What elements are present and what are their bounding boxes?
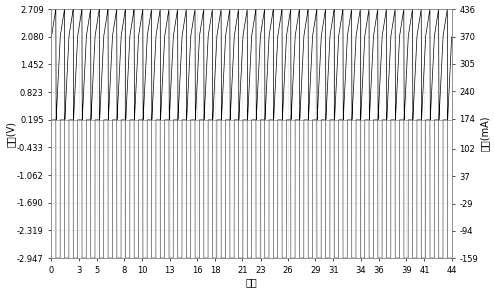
X-axis label: 小时: 小时 <box>246 277 257 287</box>
Y-axis label: 电流(mA): 电流(mA) <box>480 116 490 151</box>
Y-axis label: 电压(V): 电压(V) <box>5 120 15 146</box>
